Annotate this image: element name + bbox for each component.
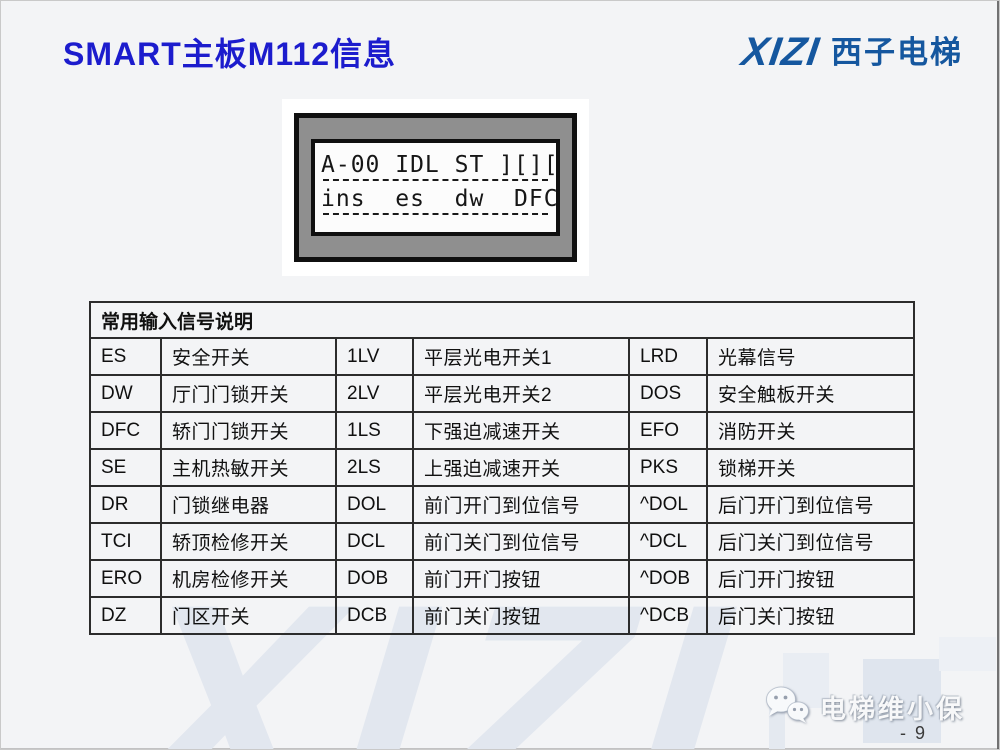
- watermark-mosaic-square: [939, 637, 996, 671]
- signal-description: 平层光电开关1: [412, 337, 630, 376]
- signal-code: DZ: [89, 596, 162, 635]
- logo-chinese-text: 西子电梯: [831, 34, 963, 70]
- table-row: ERO 机房检修开关 DOB 前门开门按钮 ^DOB 后门开门按钮: [89, 559, 916, 598]
- wechat-icon: [763, 685, 811, 730]
- xizi-logo: XIZI 西子电梯: [738, 30, 963, 74]
- signal-code: DCL: [335, 522, 414, 561]
- lcd-bezel: A-00 IDL ST ][][ ins es dw DFC: [294, 113, 577, 262]
- lcd-screen: A-00 IDL ST ][][ ins es dw DFC: [311, 139, 560, 236]
- signal-description: 安全触板开关: [705, 374, 916, 413]
- signal-code: DFC: [89, 411, 162, 450]
- signal-description: 后门关门到位信号: [705, 522, 916, 561]
- signal-table: 常用输入信号说明 ES 安全开关 1LV 平层光电开关1 LRD 光幕信号 DW 厅门门锁开关…: [88, 301, 916, 635]
- signal-code: DOB: [335, 559, 414, 598]
- lcd-cursor-underline: [323, 179, 548, 181]
- signal-code: TCI: [89, 522, 162, 561]
- signal-description: 锁梯开关: [705, 448, 916, 487]
- signal-description: 前门关门到位信号: [412, 522, 630, 561]
- signal-code: 1LV: [335, 337, 414, 376]
- signal-description: 后门关门按钮: [705, 596, 916, 635]
- signal-description: 消防开关: [705, 411, 916, 450]
- signal-description: 光幕信号: [705, 337, 916, 376]
- signal-description: 轿门门锁开关: [160, 411, 337, 450]
- signal-code: 1LS: [335, 411, 414, 450]
- table-row: DZ 门区开关 DCB 前门关门按钮 ^DCB 后门关门按钮: [89, 596, 916, 635]
- signal-code: LRD: [628, 337, 708, 376]
- watermark-account-name: 电梯维小保: [819, 694, 965, 724]
- lcd-cursor-underline: [323, 213, 548, 215]
- signal-description: 前门关门按钮: [412, 596, 630, 635]
- signal-code: ERO: [89, 559, 162, 598]
- signal-description: 门锁继电器: [160, 485, 337, 524]
- signal-code: 2LV: [335, 374, 414, 413]
- signal-code: ES: [89, 337, 162, 376]
- table-header-row: 常用输入信号说明: [88, 301, 916, 339]
- signal-code: ^DOL: [628, 485, 708, 524]
- signal-description: 机房检修开关: [160, 559, 337, 598]
- signal-description: 后门开门到位信号: [705, 485, 916, 524]
- signal-code: 2LS: [335, 448, 414, 487]
- table-row: ES 安全开关 1LV 平层光电开关1 LRD 光幕信号: [89, 337, 916, 376]
- signal-description: 平层光电开关2: [412, 374, 630, 413]
- signal-code: DW: [89, 374, 162, 413]
- page-number: - 9: [899, 723, 927, 743]
- table-row: DW 厅门门锁开关 2LV 平层光电开关2 DOS 安全触板开关: [89, 374, 916, 413]
- signal-code: ^DCL: [628, 522, 708, 561]
- table-title: 常用输入信号说明: [88, 301, 916, 339]
- signal-code: EFO: [628, 411, 708, 450]
- signal-description: 前门开门到位信号: [412, 485, 630, 524]
- signal-code: SE: [89, 448, 162, 487]
- lcd-line-2: ins es dw DFC: [321, 186, 559, 212]
- signal-description: 前门开门按钮: [412, 559, 630, 598]
- signal-code: PKS: [628, 448, 708, 487]
- signal-description: 厅门门锁开关: [160, 374, 337, 413]
- signal-description: 上强迫减速开关: [412, 448, 630, 487]
- logo-latin-text: XIZI: [738, 30, 823, 74]
- page-title: SMART主板M112信息: [63, 36, 397, 72]
- signal-description: 下强迫减速开关: [412, 411, 630, 450]
- table-row: DFC 轿门门锁开关 1LS 下强迫减速开关 EFO 消防开关: [89, 411, 916, 450]
- table-row: DR 门锁继电器 DOL 前门开门到位信号 ^DOL 后门开门到位信号: [89, 485, 916, 524]
- signal-code: ^DCB: [628, 596, 708, 635]
- table-row: TCI 轿顶检修开关 DCL 前门关门到位信号 ^DCL 后门关门到位信号: [89, 522, 916, 561]
- lcd-line-1: A-00 IDL ST ][][: [321, 152, 559, 178]
- signal-description: 后门开门按钮: [705, 559, 916, 598]
- signal-description: 门区开关: [160, 596, 337, 635]
- lcd-display-figure: A-00 IDL ST ][][ ins es dw DFC: [282, 99, 589, 276]
- wechat-watermark: 电梯维小保: [763, 685, 965, 730]
- table-row: SE 主机热敏开关 2LS 上强迫减速开关 PKS 锁梯开关: [89, 448, 916, 487]
- signal-code: DR: [89, 485, 162, 524]
- watermark-mosaic-square: [863, 659, 941, 743]
- signal-code: DOS: [628, 374, 708, 413]
- signal-description: 安全开关: [160, 337, 337, 376]
- signal-description: 主机热敏开关: [160, 448, 337, 487]
- signal-code: DOL: [335, 485, 414, 524]
- signal-code: ^DOB: [628, 559, 708, 598]
- signal-code: DCB: [335, 596, 414, 635]
- signal-description: 轿顶检修开关: [160, 522, 337, 561]
